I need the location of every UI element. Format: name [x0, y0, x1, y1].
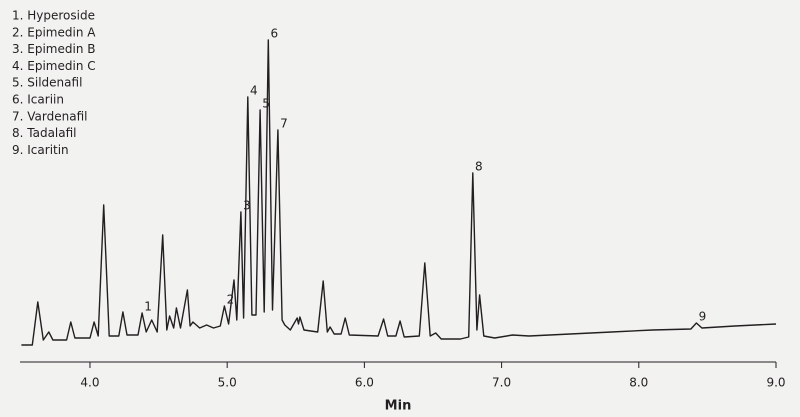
peak-label: 8	[475, 160, 483, 174]
peak-label: 5	[262, 97, 270, 111]
legend-item: 1. Hyperoside	[12, 9, 95, 23]
legend-item: 6. Icariin	[12, 93, 64, 107]
legend-item: 7. Vardenafil	[12, 109, 87, 123]
legend-item: 9. Icaritin	[12, 143, 69, 157]
legend-item: 4. Epimedin C	[12, 59, 96, 73]
peak-label: 4	[250, 84, 258, 98]
legend-item: 3. Epimedin B	[12, 42, 95, 56]
x-axis-label: Min	[385, 399, 412, 414]
trace	[21, 39, 777, 346]
legend-item: 5. Sildenafil	[12, 76, 82, 90]
x-tick-label: 4.0	[80, 376, 99, 390]
peak-label: 6	[271, 27, 279, 41]
x-tick-label: 8.0	[629, 376, 648, 390]
peak-label: 9	[699, 310, 707, 324]
x-tick-label: 6.0	[355, 376, 374, 390]
x-tick-label: 9.0	[766, 376, 785, 390]
peak-label: 3	[243, 199, 251, 213]
x-tick-label: 5.0	[218, 376, 237, 390]
x-tick-label: 7.0	[492, 376, 511, 390]
peak-label: 7	[280, 117, 288, 131]
peak-label: 2	[227, 293, 235, 307]
legend-item: 2. Epimedin A	[12, 25, 96, 39]
peak-label: 1	[144, 300, 152, 314]
legend-item: 8. Tadalafil	[12, 126, 77, 140]
